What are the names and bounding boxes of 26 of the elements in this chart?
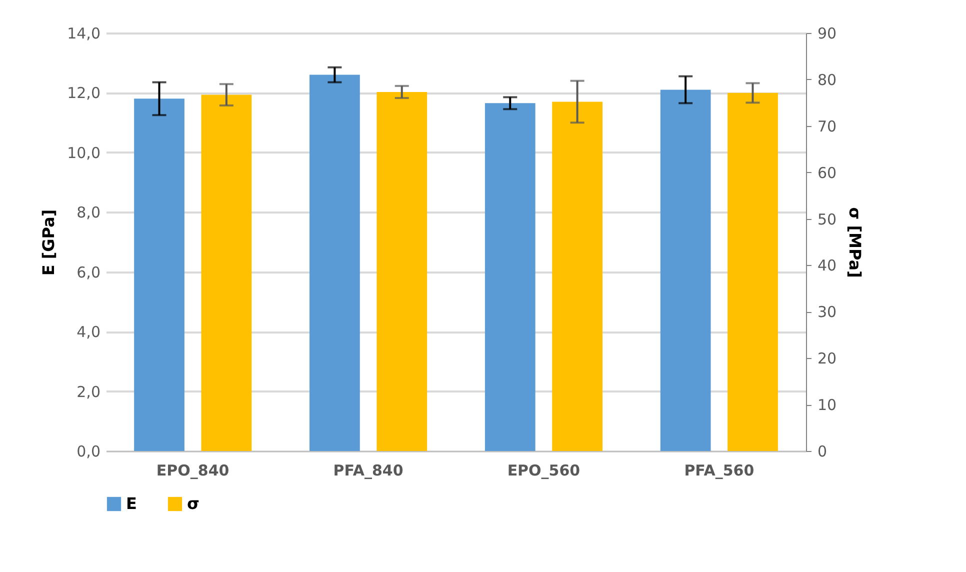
- x-tick-label: PFA_560: [684, 462, 754, 480]
- x-tick-label: EPO_840: [156, 462, 230, 480]
- y-tick-label: 14,0: [67, 24, 100, 42]
- y2-tick-label: 30: [818, 303, 837, 322]
- y2-tick-label: 60: [818, 164, 837, 182]
- y-tick-label: 12,0: [67, 84, 100, 102]
- y2-tick-label: 10: [818, 396, 837, 414]
- y-tick-label: 2,0: [76, 382, 100, 401]
- y-tick-label: 8,0: [76, 204, 100, 222]
- x-tick-label: EPO_560: [507, 462, 580, 480]
- y2-tick-label: 80: [818, 70, 837, 89]
- y2-tick-label: 90: [818, 24, 837, 42]
- y2-tick-label: 70: [818, 117, 837, 136]
- y2-tick-label: 20: [818, 350, 837, 368]
- y-tick-label: 0,0: [76, 442, 100, 460]
- x-tick-label: PFA_840: [333, 462, 404, 480]
- y-axis-title: E [GPa]: [39, 209, 58, 276]
- y-tick-label: 6,0: [76, 263, 100, 282]
- y-tick-label: 4,0: [76, 323, 100, 342]
- y2-axis-title: σ [MPa]: [846, 207, 865, 278]
- y2-tick-label: 50: [818, 210, 837, 228]
- legend-label: E: [126, 494, 137, 513]
- legend-label: σ: [187, 494, 200, 513]
- y2-tick-label: 0: [818, 442, 828, 460]
- y-tick-label: 10,0: [67, 144, 100, 162]
- y2-tick-label: 40: [818, 256, 837, 275]
